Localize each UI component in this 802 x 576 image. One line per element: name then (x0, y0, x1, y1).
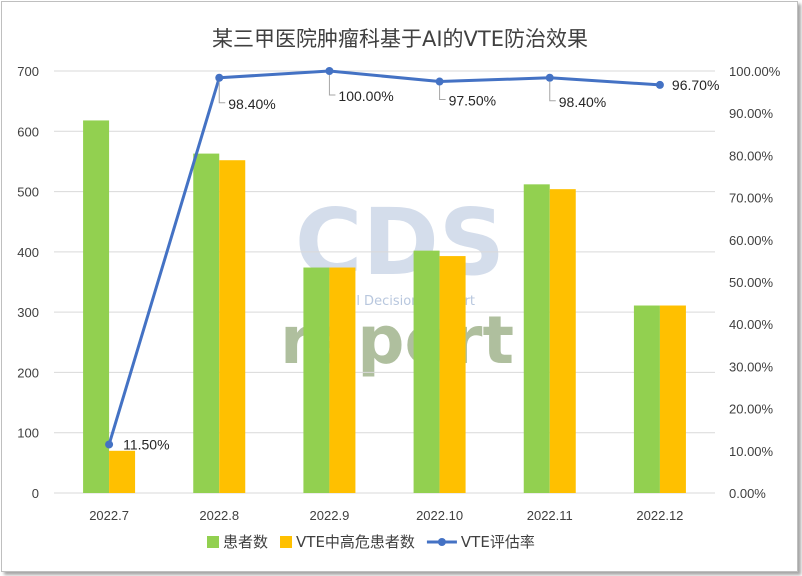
line-point (105, 440, 114, 449)
y-right-tick-label: 70.00% (729, 191, 774, 206)
bar (413, 250, 440, 493)
y-right-tick-label: 40.00% (729, 317, 774, 332)
bar (523, 184, 550, 493)
legend-label: VTE评估率 (461, 533, 535, 551)
legend-swatch (207, 536, 219, 548)
x-tick-label: 2022.8 (199, 508, 239, 523)
axes: 0 100 200 300 400 500 600 700 0.00% 10.00% 20.00% 3… (17, 64, 780, 523)
data-label: 100.00% (338, 88, 393, 104)
bar (193, 153, 220, 493)
x-tick-label: 2022.12 (636, 508, 683, 523)
y-left-tick-label: 0 (32, 486, 39, 501)
line-series: 11.50% 98.40% 100.00% 97.50% 98.40% 96.70% (105, 67, 719, 452)
legend-label: 患者数 (223, 533, 268, 551)
bar (633, 305, 660, 493)
bar (83, 120, 110, 493)
y-right-tick-label: 50.00% (729, 275, 774, 290)
bar (303, 267, 330, 493)
line-path (107, 69, 661, 445)
legend-marker (437, 538, 446, 546)
y-left-tick-label: 700 (17, 64, 39, 79)
data-label: 96.70% (672, 77, 719, 93)
line-point (655, 80, 664, 89)
y-left-tick-label: 500 (17, 185, 39, 200)
y-right-tick-label: 20.00% (729, 402, 774, 417)
chart-canvas: CDS Clinical Decision Support report 某三甲… (17, 27, 780, 551)
y-right-tick-label: 100.00% (729, 64, 781, 79)
line-point (325, 67, 334, 75)
y-right-tick-label: 30.00% (729, 359, 774, 374)
legend: 患者数 VTE中高危患者数 VTE评估率 (207, 533, 535, 551)
data-label: 97.50% (449, 93, 496, 109)
line-point (435, 77, 444, 86)
y-right-tick-label: 80.00% (729, 148, 774, 163)
y-left-tick-label: 100 (17, 426, 39, 441)
data-label-leader (218, 81, 226, 104)
bar (439, 256, 466, 493)
bars (83, 120, 686, 494)
legend-swatch (280, 536, 293, 548)
bar (109, 450, 136, 493)
y-right-tick-label: 0.00% (729, 486, 766, 501)
y-left-tick-label: 200 (17, 365, 39, 380)
bar (549, 189, 576, 493)
y-right-tick-label: 90.00% (729, 106, 774, 121)
chart-title: 某三甲医院肿瘤科基于AI的VTE防治效果 (212, 27, 588, 51)
y-right-tick-label: 10.00% (729, 444, 774, 459)
bar (659, 305, 686, 493)
y-left-tick-label: 400 (17, 245, 39, 260)
y-left-tick-label: 300 (17, 305, 39, 320)
legend-label: VTE中高危患者数 (296, 533, 415, 551)
x-tick-label: 2022.9 (310, 508, 350, 523)
data-label: 98.40% (559, 94, 606, 110)
data-label-leader (439, 85, 446, 101)
data-label: 11.50% (123, 436, 169, 452)
x-tick-label: 2022.10 (416, 508, 463, 523)
line-point (215, 73, 224, 82)
data-label: 98.40% (228, 96, 275, 112)
bar (329, 267, 356, 493)
line-point (545, 73, 554, 82)
y-right-tick-label: 60.00% (729, 233, 774, 248)
y-left-tick-label: 600 (17, 124, 39, 139)
bar (219, 160, 246, 494)
gridlines (54, 70, 715, 494)
data-label-leader (328, 75, 336, 96)
data-label-leader (549, 81, 556, 102)
x-tick-label: 2022.11 (527, 508, 573, 523)
x-tick-label: 2022.7 (89, 508, 129, 523)
